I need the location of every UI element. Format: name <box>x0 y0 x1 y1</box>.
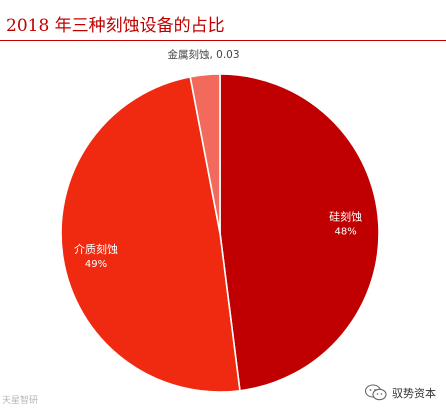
value-label-1: 48% <box>334 227 356 238</box>
chart-title: 2018 年三种刻蚀设备的占比 <box>6 16 225 36</box>
watermark-text: 天星智研 <box>2 396 39 406</box>
pie-labels: 硅刻蚀 48% 介质刻蚀 49% 金属刻蚀, 0.03 <box>74 48 362 270</box>
value-label-2: 49% <box>85 259 107 270</box>
pie-slice-2 <box>60 76 241 393</box>
data-label-outside-3: 金属刻蚀, 0.03 <box>167 48 239 61</box>
category-label-1: 硅刻蚀 <box>329 210 362 224</box>
wechat-account-name: 驭势资本 <box>392 386 436 400</box>
wechat-account: 驭势资本 <box>365 384 436 401</box>
wechat-icon <box>365 384 387 401</box>
pie-slices <box>60 73 380 393</box>
category-label-2: 介质刻蚀 <box>74 242 118 256</box>
title-divider <box>0 40 446 41</box>
pie-slice-1 <box>219 73 380 392</box>
pie-slice-3 <box>189 73 221 234</box>
